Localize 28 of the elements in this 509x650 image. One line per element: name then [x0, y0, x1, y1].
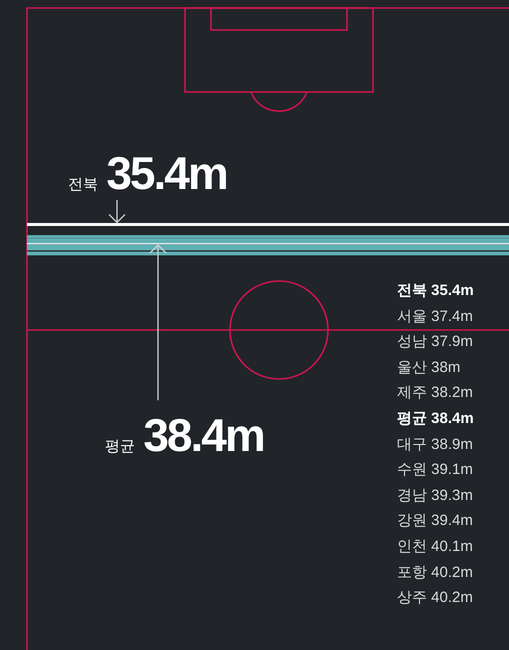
category-label: 전북 — [397, 282, 427, 299]
category-label: 인천 — [397, 538, 427, 555]
category-label: 수원 — [397, 461, 427, 478]
data-label: 40.2m — [431, 564, 473, 581]
data-label: 40.1m — [431, 538, 473, 555]
data-label: 39.3m — [431, 486, 473, 504]
data-label: 38m — [431, 358, 460, 376]
category-label: 평균 — [397, 410, 427, 427]
data-label: 38.4m — [431, 410, 474, 427]
data-label: 38.9m — [431, 436, 473, 453]
category-label: 경남 — [397, 486, 427, 504]
category-label: 포항 — [397, 564, 427, 581]
data-label: 40.2m — [431, 589, 473, 606]
category-label: 상주 — [397, 589, 427, 606]
category-label: 성남 — [397, 333, 427, 350]
data-label: 39.4m — [431, 512, 473, 530]
data-label: 37.4m — [431, 308, 473, 325]
category-label: 대구 — [397, 436, 427, 453]
category-label: 제주 — [397, 384, 427, 402]
text: 평균 38.4m — [105, 409, 264, 461]
category-label: 서울 — [397, 308, 427, 325]
category-label: 울산 — [397, 358, 427, 376]
data-label: 35.4m — [431, 282, 474, 299]
text: 전북 35.4m — [68, 147, 227, 199]
data-label: 38.2m — [431, 384, 473, 402]
data-label: 37.9m — [431, 333, 473, 350]
category-label: 강원 — [397, 512, 427, 530]
data-label: 39.1m — [431, 461, 473, 478]
